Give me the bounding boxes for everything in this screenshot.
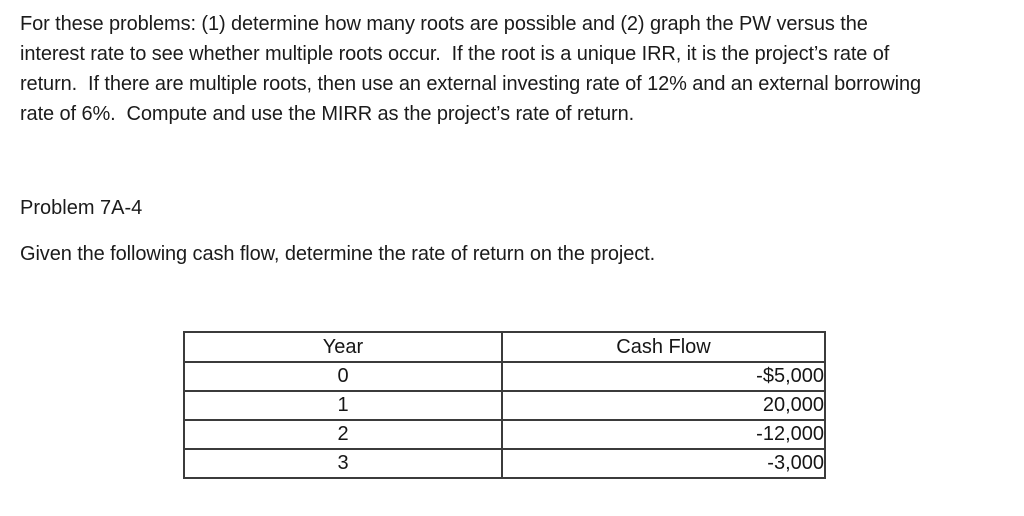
- cashflow-cell: -3,000: [501, 448, 826, 479]
- table-header-row: Year Cash Flow: [183, 331, 826, 363]
- cashflow-table: Year Cash Flow 0 -$5,000 1 20,000 2 -12,…: [183, 331, 826, 479]
- intro-line: interest rate to see whether multiple ro…: [20, 43, 890, 65]
- year-cell: 0: [183, 361, 503, 392]
- intro-paragraph: For these problems: (1) determine how ma…: [20, 9, 921, 129]
- cashflow-cell: -$5,000: [501, 361, 826, 392]
- table-row: 1 20,000: [183, 390, 826, 421]
- problem-prompt: Given the following cash flow, determine…: [20, 243, 656, 265]
- table-header-year: Year: [183, 331, 503, 363]
- year-cell: 2: [183, 419, 503, 450]
- year-cell: 1: [183, 390, 503, 421]
- table-row: 3 -3,000: [183, 448, 826, 479]
- cashflow-cell: -12,000: [501, 419, 826, 450]
- problem-title: Problem 7A-4: [20, 197, 143, 219]
- table-row: 2 -12,000: [183, 419, 826, 450]
- year-cell: 3: [183, 448, 503, 479]
- table-header-cashflow: Cash Flow: [501, 331, 826, 363]
- cashflow-cell: 20,000: [501, 390, 826, 421]
- intro-line: For these problems: (1) determine how ma…: [20, 13, 868, 35]
- intro-line: return. If there are multiple roots, the…: [20, 73, 922, 95]
- table-row: 0 -$5,000: [183, 361, 826, 392]
- intro-line: rate of 6%. Compute and use the MIRR as …: [20, 103, 635, 125]
